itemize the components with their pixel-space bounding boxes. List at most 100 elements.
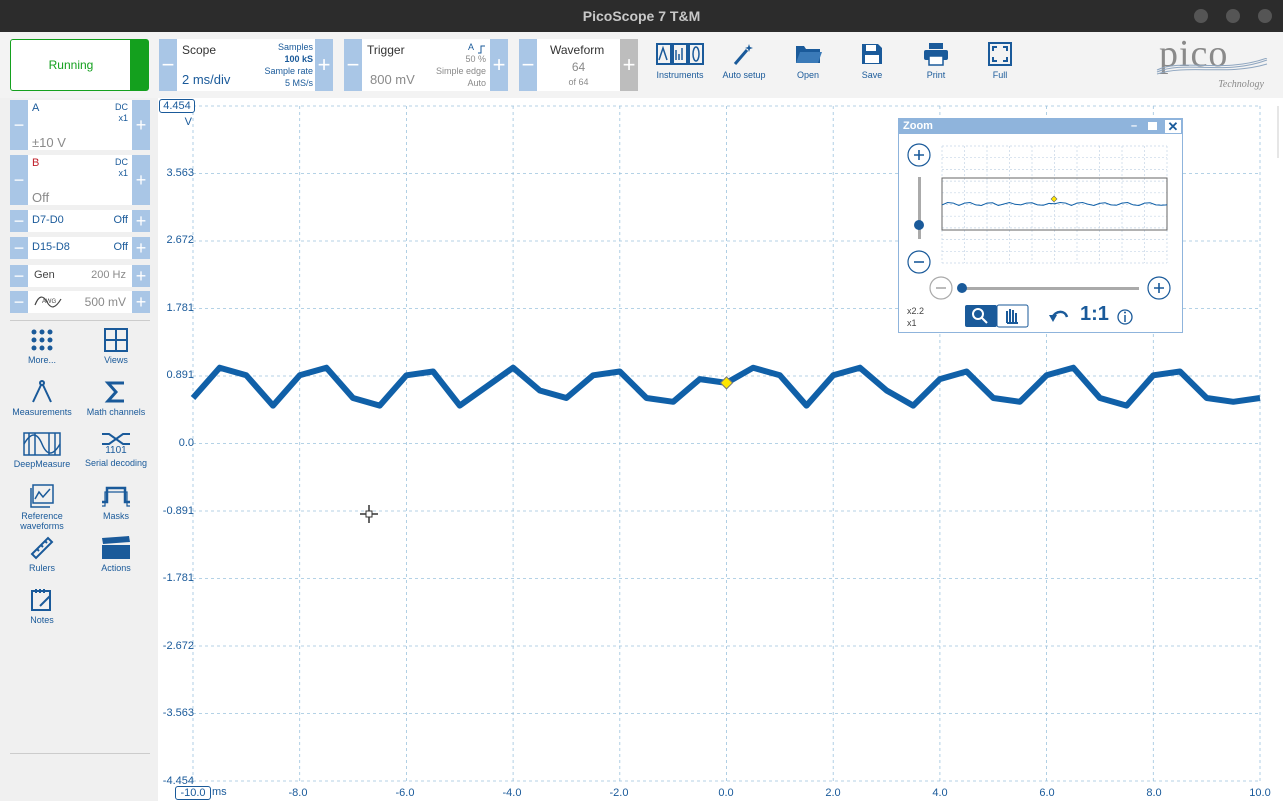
digital-d15-d8-state: Off: [113, 241, 128, 253]
channel-b-coupling: DC: [115, 157, 128, 167]
x-tick-label: -2.0: [609, 787, 629, 799]
trigger-increase-button[interactable]: +: [490, 39, 508, 91]
y-axis-top-marker[interactable]: 4.454: [159, 99, 195, 113]
trigger-channel: A: [467, 42, 474, 52]
zoom-window[interactable]: Zoom – ✕ 1:1 x2.2 x1: [898, 118, 1183, 333]
generator-amplitude-increase-button[interactable]: +: [132, 291, 150, 313]
masks-button[interactable]: Masks: [79, 484, 153, 521]
x-tick-label: 6.0: [1039, 787, 1055, 799]
window-title: PicoScope 7 T&M: [582, 8, 701, 24]
trigger-mode: Auto: [467, 78, 486, 88]
digital-d15-d8-panel[interactable]: − D15-D8 Off +: [10, 237, 150, 259]
channel-b-range: Off: [32, 190, 50, 205]
x-axis-start-marker[interactable]: -10.0: [175, 786, 211, 800]
waveform-increase-button[interactable]: +: [620, 39, 638, 91]
samples-value: 100 kS: [284, 54, 313, 64]
reference-label-line1: Reference: [21, 511, 63, 521]
minimize-button[interactable]: [1194, 9, 1208, 23]
trigger-percent: 50 %: [465, 54, 486, 64]
generator-frequency-panel[interactable]: − Gen 200 Hz +: [10, 265, 150, 287]
zoom-close-button[interactable]: ✕: [1164, 119, 1182, 134]
scope-decrease-button[interactable]: −: [159, 39, 177, 91]
generator-amplitude-panel[interactable]: − AWG 500 mV +: [10, 291, 150, 313]
toolbar: Running − Scope 2 ms/div Samples 100 kS …: [0, 32, 1283, 98]
pico-logo: pico Technology: [1155, 33, 1270, 92]
waveform-current: 64: [571, 60, 586, 74]
scope-title: Scope: [182, 43, 217, 57]
save-label: Save: [861, 70, 883, 80]
y-axis-unit: V: [184, 116, 192, 128]
waveform-decrease-button[interactable]: −: [519, 39, 537, 91]
zoom-window-header[interactable]: Zoom – ✕: [899, 119, 1182, 134]
channel-b-name: B: [32, 157, 40, 169]
auto-setup-button[interactable]: Auto setup: [714, 42, 774, 80]
scope-panel[interactable]: Scope 2 ms/div Samples 100 kS Sample rat…: [177, 39, 315, 91]
print-label: Print: [926, 70, 946, 80]
scope-increase-button[interactable]: +: [315, 39, 333, 91]
close-button[interactable]: [1258, 9, 1272, 23]
maximize-button[interactable]: [1226, 9, 1240, 23]
channel-a-decrease-button[interactable]: −: [10, 100, 28, 150]
instruments-button[interactable]: Instruments: [650, 42, 710, 80]
generator-amplitude-decrease-button[interactable]: −: [10, 291, 28, 313]
x-tick-label: 10.0: [1249, 787, 1271, 799]
channel-a-panel[interactable]: − A DC x1 ±10 V +: [10, 100, 150, 150]
measurements-button[interactable]: Measurements: [5, 380, 79, 417]
zoom-trigger-marker: [1050, 195, 1058, 203]
trigger-decrease-button[interactable]: −: [344, 39, 362, 91]
serial-decoding-button[interactable]: 1101 Serial decoding: [79, 432, 153, 468]
print-button[interactable]: Print: [906, 42, 966, 80]
views-button[interactable]: Views: [79, 328, 153, 365]
masks-label: Masks: [102, 511, 129, 521]
y-tick-label: -3.563: [162, 707, 194, 719]
rulers-button[interactable]: Rulers: [5, 536, 79, 573]
clapperboard-icon: [102, 536, 130, 559]
x-tick-label: -4.0: [502, 787, 522, 799]
channel-b-panel[interactable]: − B DC x1 Off +: [10, 155, 150, 205]
reference-waveforms-button[interactable]: Reference waveforms: [5, 484, 79, 531]
y-axis-bottom-value: -4.454: [162, 775, 194, 787]
channel-b-probe: x1: [118, 168, 128, 178]
sidebar-divider: [10, 320, 150, 321]
digital-d15-d8-decrease-button[interactable]: −: [10, 237, 28, 259]
run-status-label: Running: [48, 58, 94, 72]
digital-d7-d0-decrease-button[interactable]: −: [10, 210, 28, 232]
notes-button[interactable]: Notes: [5, 588, 79, 625]
full-screen-icon: [988, 42, 1012, 66]
zoom-vertical-slider-thumb: [914, 220, 924, 230]
sidebar: − A DC x1 ±10 V + − B DC x1 Off + − D7-D…: [0, 98, 158, 801]
run-stop-button[interactable]: Running: [10, 39, 149, 91]
save-button[interactable]: Save: [842, 42, 902, 80]
zoom-reset-label[interactable]: 1:1: [1080, 303, 1109, 325]
digital-d15-d8-increase-button[interactable]: +: [132, 237, 150, 259]
trigger-panel[interactable]: Trigger 800 mV A 50 % Simple edge Auto: [362, 39, 490, 91]
zoom-maximize-icon[interactable]: [1148, 122, 1157, 130]
masks-icon: [102, 486, 130, 507]
more-label: More...: [27, 355, 56, 365]
zoom-minimize-icon[interactable]: –: [1131, 120, 1138, 132]
x-tick-label: 8.0: [1146, 787, 1162, 799]
channel-b-increase-button[interactable]: +: [132, 155, 150, 205]
y-tick-label: -1.781: [162, 572, 194, 584]
channel-b-decrease-button[interactable]: −: [10, 155, 28, 205]
reference-waveforms-icon: [30, 484, 54, 508]
x-tick-label: 4.0: [932, 787, 948, 799]
digital-d7-d0-panel[interactable]: − D7-D0 Off +: [10, 210, 150, 232]
zoom-overview[interactable]: [899, 135, 1182, 333]
measurements-label: Measurements: [12, 407, 72, 417]
generator-frequency-increase-button[interactable]: +: [132, 265, 150, 287]
math-channels-button[interactable]: Math channels: [79, 380, 153, 417]
digital-d7-d0-increase-button[interactable]: +: [132, 210, 150, 232]
instruments-label: Instruments: [656, 70, 704, 80]
deepmeasure-button[interactable]: DeepMeasure: [5, 432, 79, 469]
waveform-panel[interactable]: Waveform 64 of 64: [537, 39, 620, 91]
sigma-icon: [104, 381, 124, 403]
more-button[interactable]: More...: [5, 328, 79, 365]
folder-icon: [796, 46, 822, 63]
channel-a-increase-button[interactable]: +: [132, 100, 150, 150]
generator-frequency-decrease-button[interactable]: −: [10, 265, 28, 287]
full-screen-button[interactable]: Full: [970, 42, 1030, 80]
rulers-label: Rulers: [28, 563, 55, 573]
actions-button[interactable]: Actions: [79, 536, 153, 573]
open-button[interactable]: Open: [778, 42, 838, 80]
